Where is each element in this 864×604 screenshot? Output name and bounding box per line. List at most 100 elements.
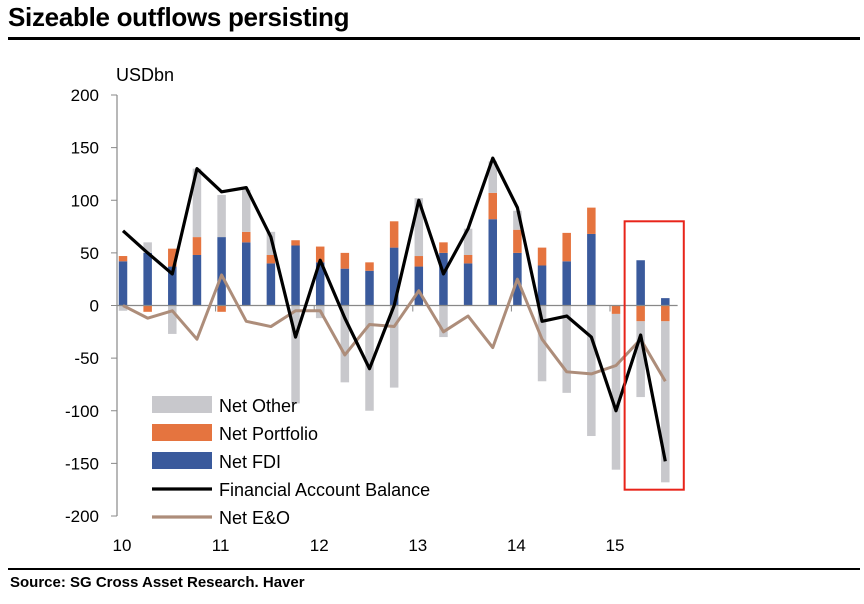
bar-net-fdi: [562, 261, 571, 306]
highlight-group: [623, 220, 685, 491]
bar-net-portfolio: [389, 221, 399, 248]
x-tick-label: 12: [310, 536, 329, 555]
bars-group: [118, 161, 670, 483]
bar-net-other: [143, 242, 152, 253]
bar-net-other: [118, 305, 128, 311]
bar-net-portfolio: [414, 256, 424, 267]
bar-net-fdi: [414, 266, 424, 306]
axes-group: 200 150 100 50 0 -50 -100 -150 -200 10 11 12 13 14 15: [65, 86, 678, 555]
bar-net-portfolio: [587, 207, 596, 234]
bar-net-fdi: [168, 266, 177, 306]
bar-net-fdi: [143, 252, 152, 306]
bar-net-portfolio: [439, 242, 448, 253]
bar-net-other: [242, 189, 251, 232]
bar-net-portfolio: [315, 246, 325, 263]
bar-net-portfolio: [143, 305, 152, 312]
bar-net-other: [488, 161, 497, 193]
bar-net-portfolio: [217, 305, 226, 312]
y-tick-label: -150: [65, 454, 99, 473]
y-tick-label: -100: [65, 402, 99, 421]
y-tick-label: 100: [71, 191, 99, 210]
y-tick-label: 0: [90, 297, 99, 316]
y-tick-label: 150: [71, 139, 99, 158]
bar-net-other: [168, 305, 177, 334]
legend-swatch-net-fdi: [152, 452, 212, 469]
bar-net-fdi: [266, 263, 276, 306]
legend-swatch-net-portfolio: [152, 424, 212, 441]
chart-title: Sizeable outflows persisting: [8, 2, 350, 32]
unit-label: USDbn: [116, 65, 174, 85]
bar-net-fdi: [636, 260, 645, 306]
x-tick-label: 14: [507, 536, 526, 555]
bar-net-other: [513, 210, 522, 230]
bar-net-other: [414, 198, 424, 257]
bar-net-fdi: [291, 245, 300, 306]
bar-net-other: [217, 194, 226, 238]
x-tick-label: 10: [113, 536, 132, 555]
legend-label-net-other: Net Other: [219, 396, 297, 416]
title-underline: [8, 37, 860, 40]
bar-net-fdi: [439, 252, 448, 306]
bar-net-other: [291, 305, 300, 404]
bar-net-portfolio: [636, 305, 645, 322]
bar-net-portfolio: [192, 237, 202, 255]
bar-net-portfolio: [488, 192, 497, 220]
bar-net-fdi: [365, 270, 374, 306]
bar-net-fdi: [488, 219, 497, 306]
bar-net-fdi: [217, 237, 226, 306]
bar-net-portfolio: [661, 305, 670, 322]
bar-net-fdi: [463, 263, 473, 306]
bar-net-portfolio: [118, 256, 128, 262]
highlight-box: [623, 220, 685, 491]
line-financial-account-balance: [121, 156, 667, 462]
lines-group: [121, 156, 667, 462]
bar-net-other: [463, 228, 473, 255]
bar-net-other: [439, 305, 448, 338]
bar-net-other: [537, 305, 547, 382]
bar-net-fdi: [118, 261, 128, 306]
bar-net-portfolio: [537, 247, 547, 266]
x-tick-label: 11: [212, 536, 230, 555]
legend-label-financial-account-balance: Financial Account Balance: [219, 480, 430, 500]
bar-net-other: [661, 321, 670, 483]
x-tick-label: 13: [408, 536, 427, 555]
bar-net-other: [611, 313, 621, 470]
bar-net-other: [587, 305, 596, 437]
bar-net-fdi: [389, 247, 399, 306]
source-rule: [8, 568, 860, 570]
y-tick-label: -50: [74, 349, 99, 368]
bar-net-other: [365, 305, 374, 411]
bar-net-portfolio: [168, 248, 177, 267]
bar-net-fdi: [661, 298, 670, 306]
legend-label-net-fdi: Net FDI: [219, 452, 281, 472]
y-tick-label: -200: [65, 507, 99, 526]
bar-net-fdi: [315, 262, 325, 306]
bar-net-portfolio: [291, 240, 300, 246]
bar-net-other: [192, 168, 202, 238]
y-tick-label: 50: [80, 244, 99, 263]
bar-net-other: [389, 305, 399, 388]
bar-net-portfolio: [242, 231, 251, 243]
bar-net-fdi: [587, 233, 596, 306]
bar-net-fdi: [537, 265, 547, 306]
bar-net-portfolio: [365, 262, 374, 271]
line-net-eo: [122, 273, 667, 383]
bar-net-portfolio: [562, 232, 571, 262]
bar-net-fdi: [242, 242, 251, 306]
legend-label-net-portfolio: Net Portfolio: [219, 424, 318, 444]
source-note: Source: SG Cross Asset Research. Haver: [10, 574, 305, 591]
legend-label-net-eo: Net E&O: [219, 508, 290, 528]
bar-net-portfolio: [266, 254, 276, 264]
x-tick-label: 15: [606, 536, 625, 555]
legend: Net Other Net Portfolio Net FDI Financial A…: [152, 396, 430, 528]
bar-net-other: [340, 305, 350, 383]
bar-net-other: [562, 305, 571, 393]
y-tick-label: 200: [71, 86, 99, 105]
bar-net-portfolio: [513, 229, 522, 253]
bar-net-portfolio: [463, 254, 473, 264]
legend-swatch-net-other: [152, 396, 212, 413]
bar-net-other: [636, 321, 645, 398]
bar-net-fdi: [192, 254, 202, 306]
bar-net-portfolio: [340, 252, 350, 269]
